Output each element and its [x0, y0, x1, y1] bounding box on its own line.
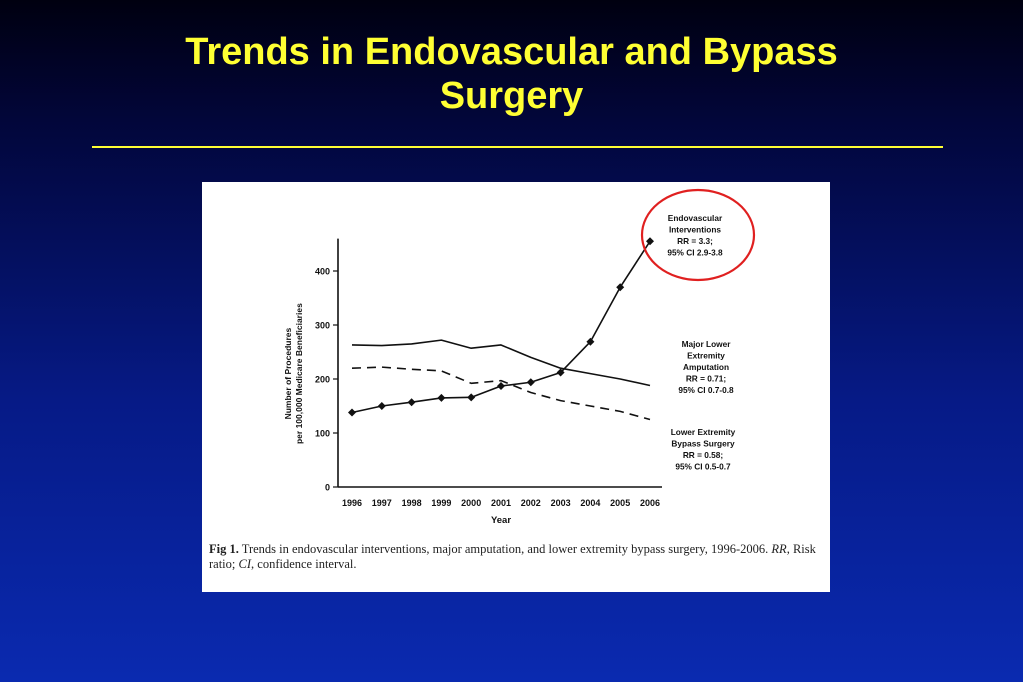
title-underline: [92, 146, 943, 148]
x-tick-label: 1999: [431, 498, 451, 508]
x-tick-label: 1996: [342, 498, 362, 508]
series-label-bypass-line-2: Bypass Surgery: [671, 439, 735, 449]
y-tick-label: 300: [315, 321, 330, 331]
line-chart: 0 100 200 300 400 1996 1997 1998 1999 2000 2001 200…: [283, 188, 756, 526]
x-tick-label: 2000: [461, 498, 481, 508]
series-label-endovascular-line-2: Interventions: [669, 225, 721, 235]
data-point-endovascular: [467, 393, 476, 402]
caption-ci: CI: [238, 557, 252, 571]
x-tick-label: 2002: [521, 498, 541, 508]
figure-caption: Fig 1. Trends in endovascular interventi…: [209, 542, 824, 572]
data-point-endovascular: [437, 393, 446, 402]
series-label-amputation-line-1: Major Lower: [682, 339, 732, 349]
caption-label: Fig 1.: [209, 542, 239, 556]
data-point-endovascular: [377, 402, 386, 410]
data-point-endovascular: [556, 368, 565, 377]
x-tick-label: 1997: [372, 498, 392, 508]
series-label-amputation-line-4: RR = 0.71;: [686, 374, 726, 384]
x-tick-label: 2004: [580, 498, 600, 508]
series-label-bypass-line-1: Lower Extremity: [671, 427, 736, 437]
highlight-circle: [640, 188, 756, 282]
series-label-amputation-line-5: 95% CI 0.7-0.8: [678, 385, 734, 395]
x-tick-label: 1998: [402, 498, 422, 508]
data-point-endovascular: [616, 283, 625, 292]
data-point-endovascular: [407, 398, 416, 407]
series-label-amputation-line-3: Amputation: [683, 362, 729, 372]
y-axis-title-line-2: per 100,000 Medicare Beneficiaries: [294, 303, 304, 444]
x-axis-title: Year: [491, 515, 511, 526]
data-point-endovascular: [586, 337, 595, 346]
figure-panel: 0 100 200 300 400 1996 1997 1998 1999 2000 2001 200…: [202, 182, 830, 592]
series-label-amputation-line-2: Extremity: [687, 351, 725, 361]
data-point-endovascular: [646, 237, 654, 246]
y-axis-title-line-1: Number of Procedures: [283, 328, 293, 420]
series-label-bypass-line-3: RR = 0.58;: [683, 450, 723, 460]
y-tick-label: 400: [315, 267, 330, 277]
x-tick-label: 2001: [491, 498, 511, 508]
y-tick-label: 100: [315, 429, 330, 439]
slide-title-line-2: Surgery: [439, 75, 584, 117]
data-point-endovascular: [348, 408, 356, 417]
x-tick-label: 2003: [551, 498, 571, 508]
caption-text-c: , confidence interval.: [251, 557, 357, 571]
data-point-endovascular: [497, 382, 505, 391]
series-label-endovascular-line-4: 95% CI 2.9-3.8: [667, 248, 723, 258]
x-tick-label: 2006: [640, 498, 660, 508]
series-line-bypass: [351, 366, 651, 421]
slide-title-line-1: Trends in Endovascular and Bypass: [185, 31, 838, 73]
series-label-bypass-line-4: 95% CI 0.5-0.7: [675, 462, 731, 472]
caption-text-a: Trends in endovascular interventions, ma…: [241, 542, 772, 556]
slide-title: Trends in Endovascular and Bypass Surger…: [0, 30, 1023, 118]
caption-text-b: , Risk ratio;: [209, 542, 816, 571]
series-line-amputation: [351, 339, 651, 387]
data-point-endovascular: [526, 378, 535, 387]
x-tick-label: 2005: [610, 498, 630, 508]
series-label-endovascular-line-1: Endovascular: [668, 213, 723, 223]
y-tick-label: 0: [325, 483, 330, 493]
y-tick-label: 200: [315, 375, 330, 385]
series-label-endovascular-line-3: RR = 3.3;: [677, 236, 713, 246]
caption-rr: RR: [771, 542, 787, 556]
